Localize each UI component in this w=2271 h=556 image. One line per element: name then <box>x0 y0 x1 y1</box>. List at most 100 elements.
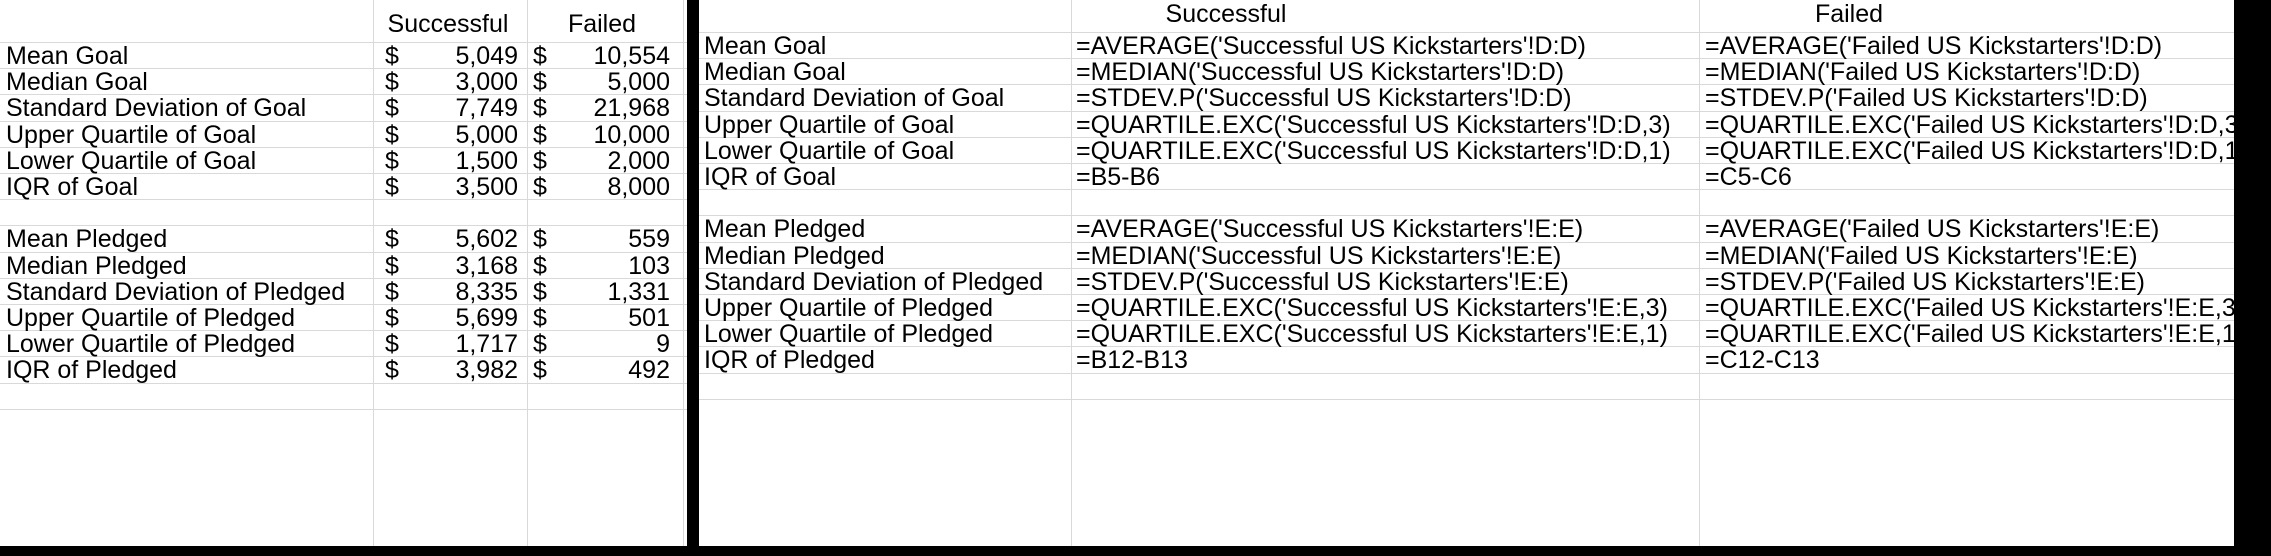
summary-failed-value[interactable]: 1,331 <box>607 278 670 306</box>
summary-successful-currency[interactable]: $ <box>385 252 399 280</box>
summary-header-failed[interactable]: Failed <box>567 10 637 38</box>
formula-failed-cell[interactable]: =AVERAGE('Failed US Kickstarters'!E:E) <box>1705 215 2160 243</box>
formula-row-label[interactable]: Standard Deviation of Goal <box>704 84 1005 112</box>
formula-row-label[interactable]: Mean Goal <box>704 32 827 60</box>
summary-successful-currency[interactable]: $ <box>385 173 399 201</box>
formula-successful-cell[interactable]: =B5-B6 <box>1076 163 1161 191</box>
formula-row-label[interactable]: Median Goal <box>704 58 846 86</box>
summary-failed-currency[interactable]: $ <box>533 68 547 96</box>
formula-row-label[interactable]: IQR of Goal <box>704 163 836 191</box>
summary-row-label[interactable]: Standard Deviation of Pledged <box>6 278 346 306</box>
summary-successful-value[interactable]: 3,500 <box>455 173 518 201</box>
summary-successful-value[interactable]: 3,168 <box>455 252 518 280</box>
summary-failed-currency[interactable]: $ <box>533 278 547 306</box>
formula-failed-cell[interactable]: =C5-C6 <box>1705 163 1792 191</box>
summary-failed-currency[interactable]: $ <box>533 356 547 384</box>
summary-row-label[interactable]: Standard Deviation of Goal <box>6 94 307 122</box>
summary-row-label[interactable]: Median Pledged <box>6 252 187 280</box>
formula-failed-cell[interactable]: =STDEV.P('Failed US Kickstarters'!E:E) <box>1705 268 2146 296</box>
summary-successful-currency[interactable]: $ <box>385 356 399 384</box>
summary-failed-currency[interactable]: $ <box>533 304 547 332</box>
summary-failed-value[interactable]: 10,000 <box>593 121 670 149</box>
summary-row-label[interactable]: Lower Quartile of Pledged <box>6 330 296 358</box>
formula-successful-cell[interactable]: =STDEV.P('Successful US Kickstarters'!E:… <box>1076 268 1569 296</box>
summary-row-label[interactable]: IQR of Pledged <box>6 356 177 384</box>
summary-failed-currency[interactable]: $ <box>533 147 547 175</box>
formula-successful-cell[interactable]: =QUARTILE.EXC('Successful US Kickstarter… <box>1076 111 1671 139</box>
summary-successful-value[interactable]: 1,717 <box>455 330 518 358</box>
summary-successful-value[interactable]: 5,000 <box>455 121 518 149</box>
formula-failed-cell[interactable]: =QUARTILE.EXC('Failed US Kickstarters'!D… <box>1705 137 2234 165</box>
summary-successful-value[interactable]: 8,335 <box>455 278 518 306</box>
formula-successful-cell[interactable]: =MEDIAN('Successful US Kickstarters'!D:D… <box>1076 58 1565 86</box>
summary-successful-value[interactable]: 5,699 <box>455 304 518 332</box>
formula-row-label[interactable]: Lower Quartile of Goal <box>704 137 955 165</box>
formula-successful-cell[interactable]: =QUARTILE.EXC('Successful US Kickstarter… <box>1076 320 1668 348</box>
summary-failed-currency[interactable]: $ <box>533 330 547 358</box>
summary-successful-currency[interactable]: $ <box>385 147 399 175</box>
summary-successful-currency[interactable]: $ <box>385 330 399 358</box>
formula-row-label[interactable]: Lower Quartile of Pledged <box>704 320 994 348</box>
formula-header-successful[interactable]: Successful <box>1165 0 1287 28</box>
summary-row-label[interactable]: Median Goal <box>6 68 148 96</box>
formula-failed-cell[interactable]: =AVERAGE('Failed US Kickstarters'!D:D) <box>1705 32 2163 60</box>
formula-failed-cell[interactable]: =MEDIAN('Failed US Kickstarters'!E:E) <box>1705 242 2138 270</box>
formula-successful-cell[interactable]: =MEDIAN('Successful US Kickstarters'!E:E… <box>1076 242 1562 270</box>
formula-row-label[interactable]: Upper Quartile of Pledged <box>704 294 994 322</box>
summary-row-label[interactable]: Mean Pledged <box>6 225 168 253</box>
formula-row-label[interactable]: Mean Pledged <box>704 215 866 243</box>
summary-row-label[interactable]: IQR of Goal <box>6 173 138 201</box>
summary-failed-currency[interactable]: $ <box>533 42 547 70</box>
summary-successful-currency[interactable]: $ <box>385 225 399 253</box>
formula-row-label[interactable]: Median Pledged <box>704 242 885 270</box>
summary-successful-value[interactable]: 3,982 <box>455 356 518 384</box>
formula-successful-cell[interactable]: =AVERAGE('Successful US Kickstarters'!D:… <box>1076 32 1586 60</box>
summary-successful-currency[interactable]: $ <box>385 121 399 149</box>
summary-successful-currency[interactable]: $ <box>385 42 399 70</box>
summary-successful-value[interactable]: 5,049 <box>455 42 518 70</box>
formula-failed-cell[interactable]: =QUARTILE.EXC('Failed US Kickstarters'!E… <box>1705 320 2234 348</box>
summary-header-successful[interactable]: Successful <box>387 10 509 38</box>
formula-failed-cell[interactable]: =QUARTILE.EXC('Failed US Kickstarters'!D… <box>1705 111 2234 139</box>
summary-successful-value[interactable]: 5,602 <box>455 225 518 253</box>
summary-row-label[interactable]: Lower Quartile of Goal <box>6 147 257 175</box>
summary-failed-currency[interactable]: $ <box>533 121 547 149</box>
summary-successful-value[interactable]: 3,000 <box>455 68 518 96</box>
summary-failed-currency[interactable]: $ <box>533 173 547 201</box>
summary-failed-currency[interactable]: $ <box>533 94 547 122</box>
summary-failed-value[interactable]: 501 <box>628 304 670 332</box>
summary-failed-value[interactable]: 559 <box>628 225 670 253</box>
formula-successful-cell[interactable]: =STDEV.P('Successful US Kickstarters'!D:… <box>1076 84 1572 112</box>
summary-successful-currency[interactable]: $ <box>385 94 399 122</box>
formula-successful-cell[interactable]: =QUARTILE.EXC('Successful US Kickstarter… <box>1076 294 1668 322</box>
formula-failed-cell[interactable]: =C12-C13 <box>1705 346 1820 374</box>
summary-failed-value[interactable]: 103 <box>628 252 670 280</box>
summary-failed-currency[interactable]: $ <box>533 252 547 280</box>
formula-row-label[interactable]: IQR of Pledged <box>704 346 875 374</box>
summary-failed-value[interactable]: 8,000 <box>607 173 670 201</box>
formula-failed-cell[interactable]: =QUARTILE.EXC('Failed US Kickstarters'!E… <box>1705 294 2234 322</box>
summary-failed-value[interactable]: 5,000 <box>607 68 670 96</box>
summary-row-label[interactable]: Mean Goal <box>6 42 129 70</box>
formula-row-label[interactable]: Upper Quartile of Goal <box>704 111 955 139</box>
summary-row-label[interactable]: Upper Quartile of Pledged <box>6 304 296 332</box>
summary-successful-currency[interactable]: $ <box>385 68 399 96</box>
formula-successful-cell[interactable]: =B12-B13 <box>1076 346 1188 374</box>
formula-failed-cell[interactable]: =STDEV.P('Failed US Kickstarters'!D:D) <box>1705 84 2148 112</box>
formula-row-label[interactable]: Standard Deviation of Pledged <box>704 268 1044 296</box>
formula-failed-cell[interactable]: =MEDIAN('Failed US Kickstarters'!D:D) <box>1705 58 2141 86</box>
summary-failed-value[interactable]: 21,968 <box>593 94 670 122</box>
formula-header-failed[interactable]: Failed <box>1814 0 1884 28</box>
summary-failed-currency[interactable]: $ <box>533 225 547 253</box>
summary-failed-value[interactable]: 2,000 <box>607 147 670 175</box>
summary-successful-value[interactable]: 7,749 <box>455 94 518 122</box>
formula-successful-cell[interactable]: =QUARTILE.EXC('Successful US Kickstarter… <box>1076 137 1671 165</box>
summary-row-label[interactable]: Upper Quartile of Goal <box>6 121 257 149</box>
formula-successful-cell[interactable]: =AVERAGE('Successful US Kickstarters'!E:… <box>1076 215 1584 243</box>
summary-successful-currency[interactable]: $ <box>385 304 399 332</box>
summary-failed-value[interactable]: 492 <box>628 356 670 384</box>
summary-successful-currency[interactable]: $ <box>385 278 399 306</box>
summary-successful-value[interactable]: 1,500 <box>455 147 518 175</box>
summary-failed-value[interactable]: 10,554 <box>593 42 670 70</box>
summary-failed-value[interactable]: 9 <box>656 330 670 358</box>
